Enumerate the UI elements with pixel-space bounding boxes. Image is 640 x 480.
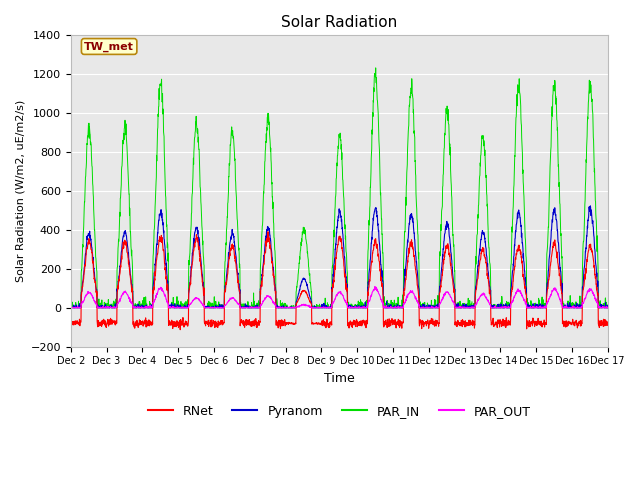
PAR_IN xyxy=(496,301,504,307)
Text: TW_met: TW_met xyxy=(84,41,134,52)
PAR_IN xyxy=(217,305,225,311)
Pyranom xyxy=(67,305,75,311)
Line: Pyranom: Pyranom xyxy=(71,206,608,308)
RNet xyxy=(177,327,184,333)
PAR_IN xyxy=(372,65,380,71)
Y-axis label: Solar Radiation (W/m2, uE/m2/s): Solar Radiation (W/m2, uE/m2/s) xyxy=(15,100,25,282)
Pyranom xyxy=(355,305,363,311)
PAR_OUT xyxy=(355,304,362,310)
RNet xyxy=(217,318,225,324)
RNet xyxy=(572,319,579,325)
PAR_OUT xyxy=(557,299,564,304)
X-axis label: Time: Time xyxy=(324,372,355,385)
RNet xyxy=(604,319,612,325)
RNet xyxy=(264,229,272,235)
PAR_OUT xyxy=(371,284,379,289)
PAR_IN xyxy=(355,305,363,311)
Pyranom xyxy=(367,256,374,262)
Line: PAR_IN: PAR_IN xyxy=(71,68,608,308)
PAR_OUT xyxy=(572,304,579,310)
Pyranom xyxy=(217,304,225,310)
PAR_OUT xyxy=(67,305,75,311)
Line: RNet: RNet xyxy=(71,232,608,330)
Title: Solar Radiation: Solar Radiation xyxy=(281,15,397,30)
RNet xyxy=(355,321,363,327)
Pyranom xyxy=(495,305,503,311)
RNet xyxy=(67,320,75,325)
Pyranom xyxy=(572,303,579,309)
PAR_IN xyxy=(604,305,612,311)
Pyranom xyxy=(586,203,594,209)
RNet xyxy=(557,277,564,283)
Line: PAR_OUT: PAR_OUT xyxy=(71,287,608,308)
Legend: RNet, Pyranom, PAR_IN, PAR_OUT: RNet, Pyranom, PAR_IN, PAR_OUT xyxy=(143,400,536,423)
PAR_IN xyxy=(572,303,579,309)
RNet xyxy=(367,268,374,274)
PAR_OUT xyxy=(604,305,612,311)
Pyranom xyxy=(557,268,564,274)
PAR_OUT xyxy=(366,297,374,302)
Pyranom xyxy=(604,305,612,311)
Pyranom xyxy=(67,304,75,310)
PAR_IN xyxy=(557,233,564,239)
PAR_IN xyxy=(367,184,374,190)
RNet xyxy=(496,324,504,330)
PAR_IN xyxy=(67,303,75,309)
PAR_OUT xyxy=(495,305,503,311)
PAR_OUT xyxy=(217,304,225,310)
PAR_IN xyxy=(67,305,75,311)
